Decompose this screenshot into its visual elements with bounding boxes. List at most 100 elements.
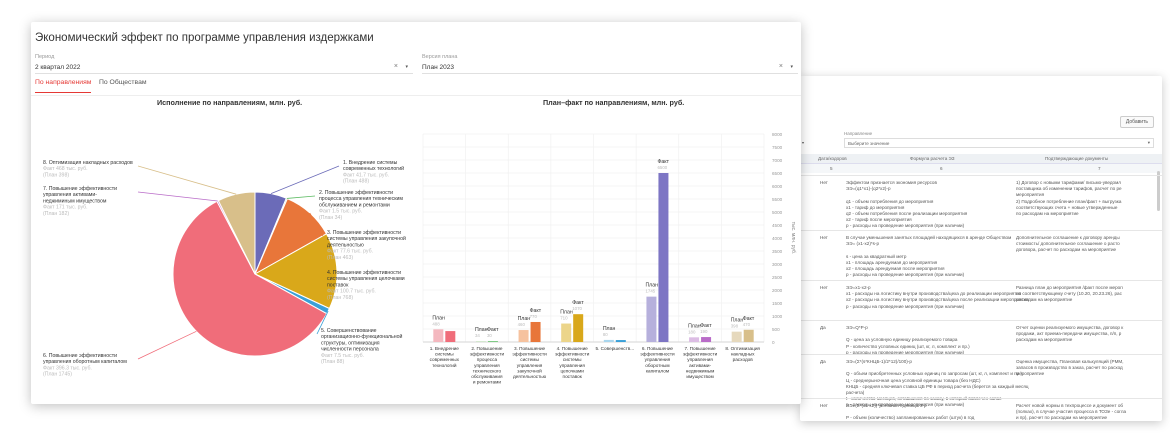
y-tick-label: 6000 bbox=[772, 184, 783, 189]
y-tick-label: 0 bbox=[772, 340, 775, 345]
bar-label: Факт bbox=[530, 308, 542, 314]
bar-fact[interactable] bbox=[445, 331, 456, 342]
x-tick-label: 7. Повышение эффективности управления актив… bbox=[683, 346, 718, 379]
plan-version-value: План 2023 bbox=[422, 64, 454, 71]
x-tick-label: 8. Оптимизация накладных расходов bbox=[725, 346, 760, 362]
bar-label: План bbox=[560, 310, 573, 316]
bar-plan[interactable] bbox=[433, 329, 444, 342]
y-tick-label: 1500 bbox=[772, 301, 783, 306]
bar-fact[interactable] bbox=[487, 341, 498, 342]
dropdown-arrow-icon[interactable]: ▾ bbox=[802, 140, 805, 145]
bar-fact[interactable] bbox=[658, 173, 669, 342]
table-row[interactable]: Нет Эффектом признается экономия ресурсо… bbox=[800, 175, 1162, 230]
x-tick-label: 6. Повышение эффективности управления оборо… bbox=[640, 346, 675, 373]
period-label: Период bbox=[35, 54, 55, 60]
pie-slice-label: 3. Повышение эффективности системы управл… bbox=[327, 230, 406, 261]
pie-slice-label: 4. Повышение эффективности системы управл… bbox=[327, 270, 405, 301]
chevron-down-icon: ▾ bbox=[1147, 140, 1150, 145]
pie-label-line bbox=[137, 191, 218, 202]
page-title: Экономический эффект по программе управл… bbox=[35, 32, 374, 44]
row-flag: Да bbox=[820, 359, 826, 364]
bar-value-label: 460 bbox=[518, 322, 526, 327]
y-tick-label: 500 bbox=[772, 327, 780, 332]
pie-slice[interactable] bbox=[217, 191, 256, 275]
bar-label: Факт bbox=[487, 327, 499, 333]
table-row[interactable]: Нет ЭЭ=x1-x2-p x1 - расходы на логистику… bbox=[800, 280, 1162, 320]
bar-fact[interactable] bbox=[701, 337, 712, 342]
x-tick-label: 5. Совершенств... bbox=[595, 346, 634, 351]
row-flag: Нет bbox=[820, 285, 828, 290]
pie-slice-label: 6. Повышение эффективности управления обо… bbox=[43, 353, 127, 378]
add-button[interactable]: Добавить bbox=[1119, 116, 1154, 128]
bar-chart-title: План–факт по направлениям, млн. руб. bbox=[543, 98, 685, 107]
pie-slice-label: 5. Совершенствование организационно-функц… bbox=[321, 328, 402, 365]
bar-plan[interactable] bbox=[646, 296, 657, 342]
bar-fact[interactable] bbox=[530, 321, 541, 342]
pie-chart-title: Исполнение по направлениям, млн. руб. bbox=[157, 98, 303, 107]
tab-by-company[interactable]: По Обществам bbox=[99, 79, 147, 86]
table-row[interactable]: Нет В случае уменьшения занятых площадей… bbox=[800, 230, 1162, 280]
col-number: 7 bbox=[1098, 166, 1101, 171]
period-select[interactable]: 2 квартал 2022 × ▾ bbox=[35, 60, 413, 74]
y-tick-label: 3500 bbox=[772, 249, 783, 254]
pie-label-line bbox=[322, 270, 338, 277]
bar-value-label: 180 bbox=[688, 329, 696, 334]
pie-slice[interactable] bbox=[172, 200, 328, 357]
direction-placeholder: Выберите значение bbox=[848, 141, 890, 146]
table-row[interactable]: Да ЭЭ=(Σ*(s*КНЦБ-1)/2*12)/100)-p Q - объ… bbox=[800, 354, 1162, 407]
plan-version-select[interactable]: План 2023 × ▾ bbox=[422, 60, 798, 74]
bar-plan[interactable] bbox=[731, 331, 742, 342]
chevron-down-icon[interactable]: ▾ bbox=[790, 64, 793, 70]
row-docs: Дополнительное соглашение к договору аре… bbox=[1016, 235, 1120, 253]
row-formula: ЭЭ=(Σ*(x1-x2))*условная единица*3-p P - … bbox=[846, 403, 975, 421]
row-formula: В случае уменьшения занятых площадей нах… bbox=[846, 235, 1012, 278]
y-tick-label: 1000 bbox=[772, 314, 783, 319]
x-tick-label: 3. Повышение эффективности системы управлен… bbox=[512, 346, 547, 379]
bar-plan[interactable] bbox=[561, 323, 572, 342]
table-header: Дата/кодоров Формула расчета ЭЗ Подтверж… bbox=[800, 154, 1162, 164]
direction-select[interactable]: Выберите значение ▾ bbox=[844, 138, 1154, 148]
chevron-down-icon[interactable]: ▾ bbox=[405, 64, 408, 70]
y-tick-label: 2500 bbox=[772, 275, 783, 280]
bar-label: Факт bbox=[743, 316, 755, 322]
row-docs: Расчет новой нормы в техпроцессе и докум… bbox=[1016, 403, 1127, 421]
period-value: 2 квартал 2022 bbox=[35, 64, 81, 71]
pie-label-line bbox=[137, 330, 197, 360]
pie-label-line bbox=[270, 165, 340, 194]
bar-plan[interactable] bbox=[518, 330, 529, 342]
scrollbar[interactable] bbox=[1157, 171, 1160, 211]
bar-value-label: 710 bbox=[560, 316, 568, 321]
bar-value-label: 770 bbox=[530, 314, 538, 319]
row-docs: Разница план до мероприятия /факт после … bbox=[1016, 285, 1123, 303]
bar-plan[interactable] bbox=[603, 339, 614, 342]
y-tick-label: 2000 bbox=[772, 288, 783, 293]
bar-fact[interactable] bbox=[615, 340, 626, 342]
pie-slice-label: 8. Оптимизация накладных расходов Факт 46… bbox=[43, 160, 133, 178]
clear-icon[interactable]: × bbox=[393, 63, 398, 70]
row-flag: Нет bbox=[820, 403, 828, 408]
bar-label: План bbox=[645, 283, 658, 289]
bar-plan[interactable] bbox=[475, 341, 486, 342]
bar-label: План bbox=[475, 327, 488, 333]
table-row[interactable]: Да ЭЭ=Q*P-p Q - цена за условную единицу… bbox=[800, 320, 1162, 355]
bar-fact[interactable] bbox=[573, 314, 584, 342]
direction-label: Направление bbox=[844, 131, 873, 136]
col-number: 6 bbox=[940, 166, 943, 171]
row-flag: Нет bbox=[820, 235, 828, 240]
col-header-docs: Подтверждающие документы bbox=[1045, 156, 1109, 161]
bar-value-label: 6500 bbox=[657, 165, 667, 170]
bar-fact[interactable] bbox=[743, 329, 754, 342]
col-number: 5 bbox=[830, 166, 833, 171]
pie-label-line bbox=[309, 212, 324, 237]
x-tick-label: 4. Повышение эффективности системы управлен… bbox=[555, 346, 590, 379]
clear-icon[interactable]: × bbox=[778, 63, 783, 70]
y-tick-label: 4000 bbox=[772, 236, 783, 241]
tab-divider bbox=[31, 95, 801, 96]
bar-value-label: 34 bbox=[475, 333, 480, 338]
pie-slice-label: 1. Внедрение системы современных технолог… bbox=[343, 160, 404, 185]
tab-by-direction[interactable]: По направлениям bbox=[35, 79, 92, 93]
row-formula: Эффектом признается экономия ресурсов ЭЭ… bbox=[846, 180, 968, 229]
bar-plan[interactable] bbox=[689, 337, 700, 342]
pie-label-line bbox=[316, 310, 329, 335]
table-row[interactable]: Нет ЭЭ=(Σ*(x1-x2))*условная единица*3-p … bbox=[800, 398, 1162, 421]
